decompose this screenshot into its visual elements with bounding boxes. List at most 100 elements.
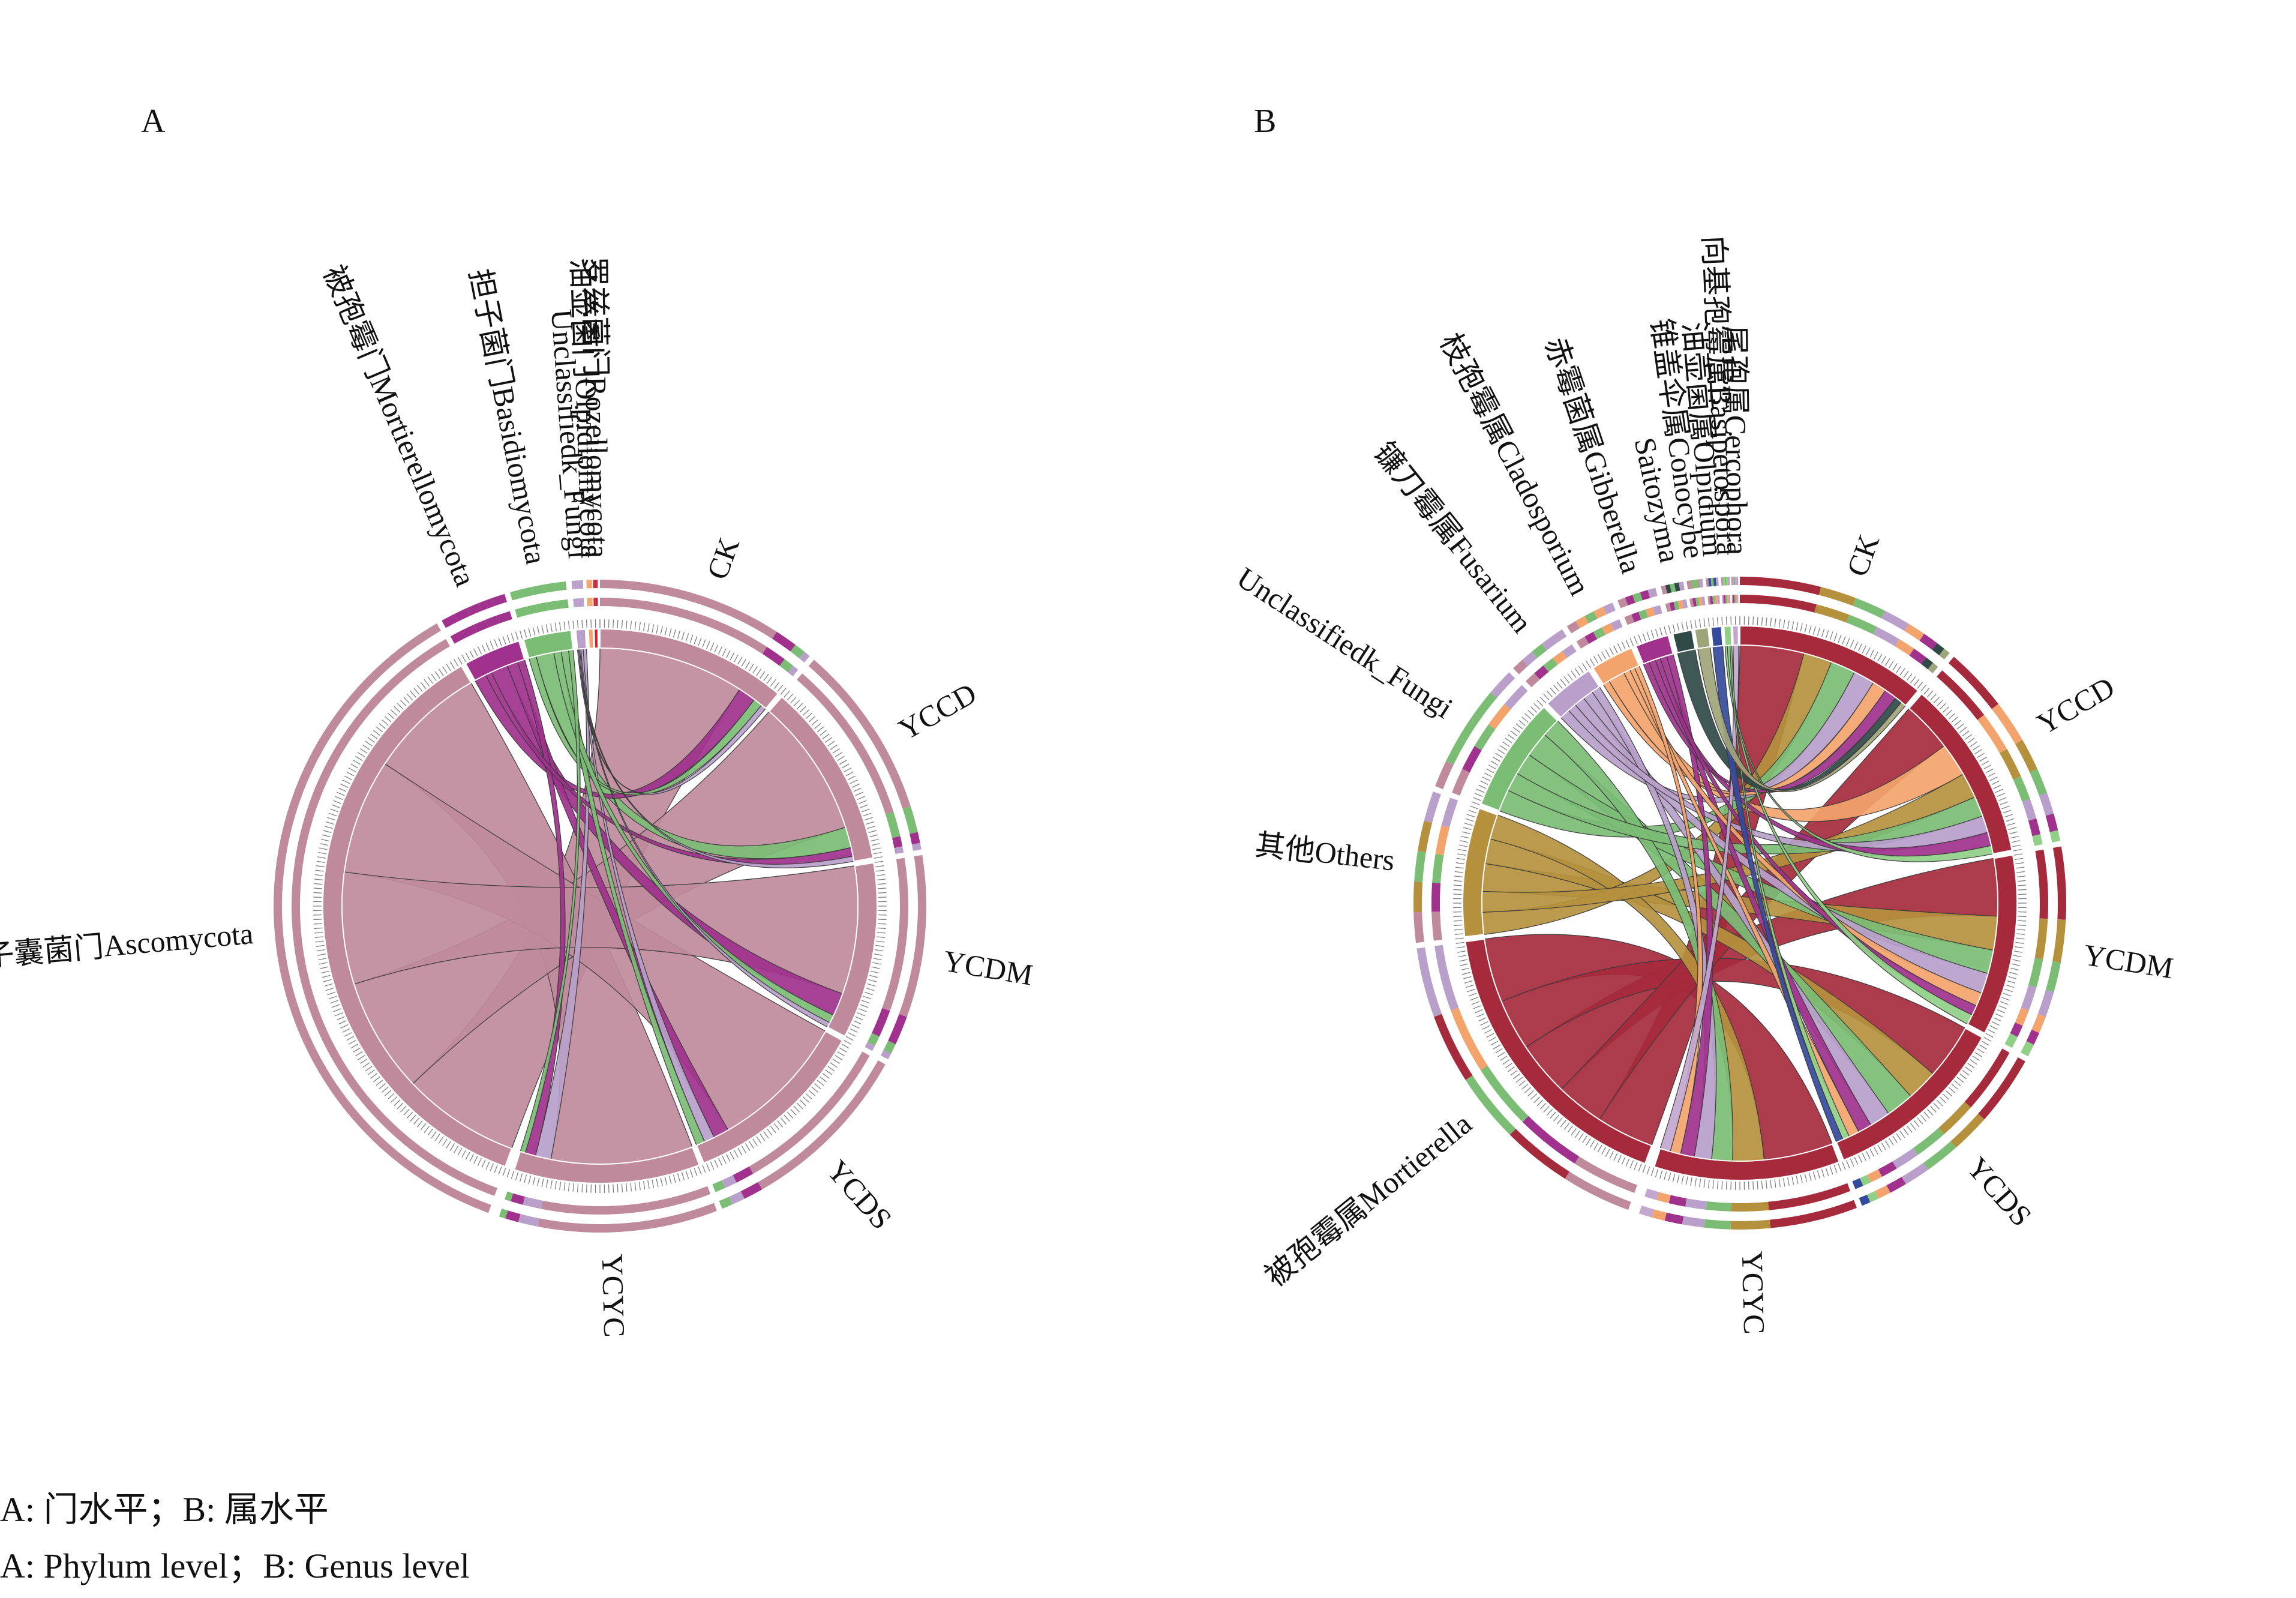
taxon-share-segment (1434, 945, 1459, 1011)
composition-segment (2000, 749, 2021, 780)
taxon-share-segment (1734, 595, 1736, 604)
taxon-share-segment (543, 583, 556, 593)
composition-segment (1878, 1161, 1897, 1177)
composition-segment (719, 1197, 733, 1209)
taxon-arc-olpidium (1710, 625, 1724, 647)
composition-segment (799, 652, 810, 662)
composition-segment (1937, 670, 1985, 720)
taxon-share-segment (1593, 627, 1606, 640)
taxon-share-segment (1724, 577, 1727, 586)
taxon-share-segment (1584, 631, 1598, 644)
composition-segment (721, 1175, 737, 1188)
taxon-label-mortierellomycota: 被孢霉门Mortierellomycota (317, 260, 482, 591)
composition-segment (1881, 610, 1909, 631)
composition-segment (1730, 1219, 1771, 1230)
sample-label-ycdm: YCDM (941, 944, 1035, 992)
composition-segment (1866, 1191, 1878, 1203)
taxon-share-segment (591, 598, 593, 607)
taxon-share-segment (578, 580, 581, 589)
taxon-share-segment (1593, 607, 1607, 619)
taxon-share-segment (589, 580, 590, 589)
composition-segment (883, 1041, 896, 1054)
tick-marks (313, 619, 887, 1193)
taxon-share-segment (1725, 595, 1728, 604)
taxon-share-segment (1541, 636, 1557, 650)
taxon-share-segment (1504, 685, 1528, 710)
taxon-share-segment (1462, 746, 1482, 773)
composition-segment (1731, 1201, 1769, 1212)
taxon-share-segment (1677, 600, 1684, 610)
figure-caption-english: A: Phylum level；B: Genus level (0, 1546, 470, 1585)
composition-segment (2049, 830, 2061, 843)
composition-segment (2034, 918, 2048, 960)
taxon-label-others: 其他Others (1253, 828, 1396, 877)
taxon-share-segment (1435, 761, 1454, 790)
taxon-share-segment (1576, 636, 1589, 649)
composition-segment (1846, 614, 1877, 635)
composition-segment (1852, 1178, 1863, 1189)
taxon-share-segment (1488, 704, 1511, 730)
taxon-share-segment (1692, 598, 1697, 607)
taxon-arc-basidiomycota (523, 629, 574, 659)
taxon-share-segment (1682, 599, 1688, 608)
taxon-share-segment (1551, 629, 1567, 643)
taxon-share-segment (1726, 577, 1728, 586)
composition-segment (1818, 587, 1856, 606)
taxon-share-segment (1601, 623, 1614, 635)
composition-segment (600, 580, 777, 639)
sample-label-yccd: YCCD (893, 676, 982, 746)
taxon-share-segment (450, 630, 466, 644)
composition-segment (1656, 1192, 1671, 1204)
taxon-share-segment (1736, 577, 1739, 586)
composition-segment (2010, 1022, 2023, 1038)
composition-segment (2021, 985, 2037, 1011)
taxon-share-segment (1689, 580, 1694, 589)
taxon-share-segment (1432, 853, 1444, 883)
composition-segment (1919, 634, 1937, 650)
taxon-share-segment (1640, 590, 1650, 601)
taxon-share-segment (1665, 602, 1671, 612)
taxon-share-segment (589, 598, 591, 607)
arcs (322, 628, 878, 1184)
taxon-share-segment (1543, 658, 1558, 672)
sample-label-ycyc: YCYC (1736, 1251, 1772, 1335)
taxon-share-segment (1552, 650, 1567, 665)
composition-segment (882, 858, 908, 1011)
taxon-arc-conocybe (1694, 626, 1711, 649)
composition-segment (788, 665, 799, 676)
composition-segment (499, 1209, 508, 1219)
composition-segment (1668, 1195, 1687, 1207)
composition-segment (1991, 704, 2023, 744)
composition-segment (2028, 958, 2043, 988)
taxon-share-segment (590, 598, 592, 607)
composition-segment (1859, 1194, 1871, 1206)
taxon-label-ascomycota: 子囊菌门Ascomycota (0, 916, 254, 973)
composition-segment (1923, 1141, 1956, 1170)
composition-segment (712, 1180, 725, 1192)
taxon-share-segment (1689, 598, 1694, 607)
composition-segment (2013, 776, 2030, 802)
sample-label-ycds: YCDS (1960, 1150, 2038, 1233)
composition-segment (749, 1051, 870, 1174)
taxon-share-segment (596, 598, 598, 607)
taxon-share-segment (466, 602, 482, 616)
composition-segment (1769, 1200, 1857, 1228)
composition-segment (894, 846, 904, 855)
taxon-share-segment (1562, 644, 1577, 658)
composition-segment (1873, 626, 1900, 647)
taxon-share-segment (546, 601, 559, 611)
composition-segment (772, 631, 796, 652)
taxon-label-unclassifiedk-fungi: Unclassifiedk_Fungi (1231, 560, 1459, 725)
taxon-share-segment (485, 615, 500, 628)
taxon-label-mortierella: 被孢霉属Mortierella (1259, 1107, 1478, 1293)
composition-segment (1874, 1185, 1890, 1199)
taxon-share-segment (536, 602, 548, 613)
composition-segment (2022, 799, 2037, 821)
taxon-share-segment (1686, 580, 1691, 590)
composition-segment (2031, 1014, 2046, 1033)
taxon-share-segment (478, 598, 494, 611)
taxon-share-segment (1679, 581, 1685, 591)
composition-segment (1768, 1183, 1851, 1210)
composition-segment (733, 1166, 754, 1183)
taxon-share-segment (1721, 577, 1724, 586)
